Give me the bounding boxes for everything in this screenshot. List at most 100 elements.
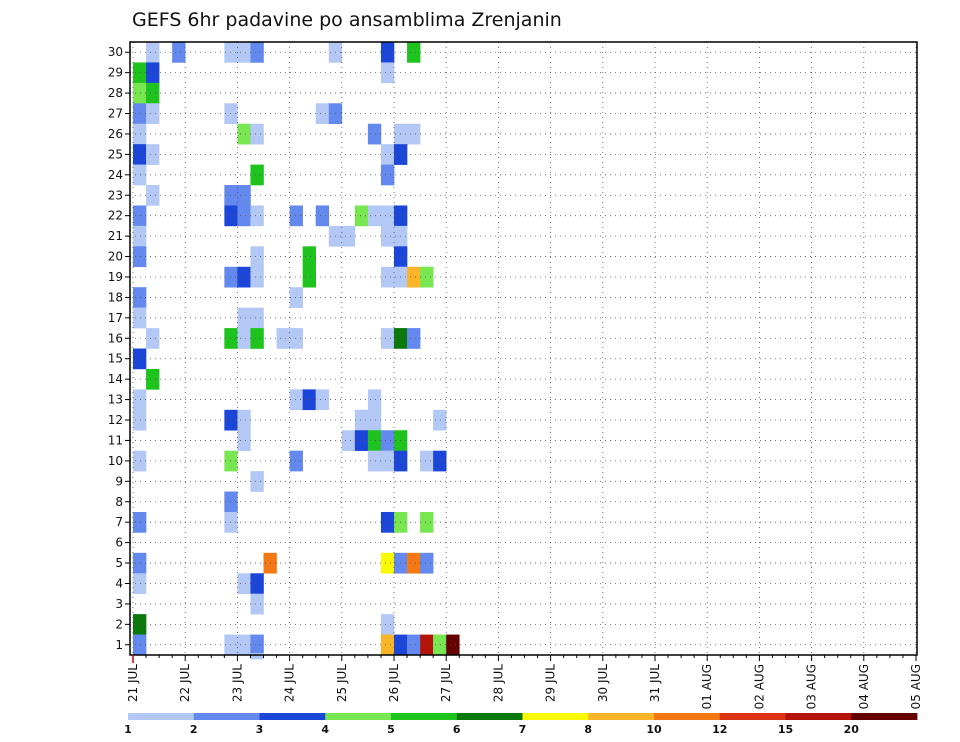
heatmap-cell-26 bbox=[380, 144, 395, 165]
heatmap-cell-90 bbox=[341, 430, 356, 451]
colorbar-label-5: 5 bbox=[387, 723, 395, 736]
colorbar-segment-7 bbox=[522, 713, 589, 720]
heatmap-cell-33 bbox=[237, 185, 251, 206]
heatmap-cell-114 bbox=[407, 552, 421, 574]
y-tick-label-24: 24 bbox=[108, 168, 123, 182]
x-tick-label-11: 01 AUG bbox=[700, 664, 714, 709]
colorbar-segment-4 bbox=[325, 713, 392, 720]
heatmap-cell-63 bbox=[289, 287, 303, 308]
heatmap-cell-68 bbox=[224, 328, 238, 349]
x-tick-label-10: 31 JUL bbox=[648, 664, 662, 702]
heatmap-cell-119 bbox=[250, 593, 264, 615]
colorbar-label-7: 7 bbox=[519, 723, 527, 736]
heatmap-cell-41 bbox=[367, 205, 382, 227]
colorbar-label-15: 15 bbox=[778, 723, 793, 736]
colorbar-segment-12 bbox=[851, 713, 918, 720]
y-tick-label-16: 16 bbox=[108, 331, 123, 345]
x-tick-label-4: 25 JUL bbox=[335, 664, 349, 702]
x-tick-label-6: 27 JUL bbox=[439, 664, 453, 702]
colorbar-segment-3 bbox=[259, 713, 326, 720]
heatmap-cell-44 bbox=[133, 225, 147, 247]
heatmap-cell-42 bbox=[380, 205, 395, 227]
y-tick-label-8: 8 bbox=[115, 495, 123, 509]
heatmap-cell-2 bbox=[224, 42, 238, 63]
x-tick-label-7: 28 JUL bbox=[491, 664, 505, 702]
chart-title: GEFS 6hr padavine po ansamblima Zrenjani… bbox=[132, 9, 562, 31]
colorbar-segment-11 bbox=[785, 713, 852, 720]
heatmap-cell-23 bbox=[407, 123, 421, 145]
y-tick-label-3: 3 bbox=[115, 597, 123, 611]
heatmap-cell-55 bbox=[250, 266, 264, 288]
heatmap-cell-1 bbox=[172, 42, 186, 63]
heatmap-cell-31 bbox=[146, 185, 160, 206]
heatmap-cell-15 bbox=[224, 103, 238, 125]
colorbar-label-3: 3 bbox=[256, 723, 264, 736]
heatmap-cell-11 bbox=[133, 82, 147, 104]
y-tick-label-29: 29 bbox=[108, 66, 123, 80]
x-tick-label-0: 21 JUL bbox=[126, 664, 140, 702]
heatmap-cell-34 bbox=[133, 205, 147, 227]
y-tick-label-28: 28 bbox=[108, 86, 123, 100]
y-tick-label-14: 14 bbox=[108, 372, 123, 386]
y-axis: 1234567891011121314151617181920212223242… bbox=[108, 45, 130, 652]
heatmap-cell-81 bbox=[315, 389, 330, 411]
plot-frame bbox=[129, 41, 918, 656]
heatmap-cell-133 bbox=[446, 634, 460, 656]
y-tick-label-11: 11 bbox=[108, 433, 123, 447]
heatmap-cell-7 bbox=[407, 42, 421, 63]
heatmap-cell-96 bbox=[224, 450, 238, 472]
heatmap-cell-130 bbox=[420, 634, 434, 656]
y-tick-label-25: 25 bbox=[108, 147, 123, 161]
colorbar-segment-8 bbox=[588, 713, 655, 720]
heatmap-cell-18 bbox=[133, 123, 147, 145]
heatmap-cell-66 bbox=[250, 307, 264, 329]
y-tick-label-12: 12 bbox=[108, 413, 123, 427]
heatmap-cell-16 bbox=[315, 103, 330, 125]
colorbar-segment-6 bbox=[456, 713, 523, 720]
y-tick-label-1: 1 bbox=[115, 638, 123, 652]
heatmap-cell-24 bbox=[133, 144, 147, 165]
heatmap-cell-120 bbox=[133, 614, 147, 635]
y-tick-label-27: 27 bbox=[108, 107, 123, 121]
heatmap-cell-37 bbox=[250, 205, 264, 227]
x-tick-label-15: 05 AUG bbox=[909, 664, 923, 709]
heatmap-cell-107 bbox=[380, 511, 395, 533]
colorbar-label-2: 2 bbox=[190, 723, 198, 736]
colorbar-segment-1 bbox=[128, 713, 195, 720]
colorbar-segment-5 bbox=[391, 713, 458, 720]
heatmap-cell-125 bbox=[250, 634, 264, 656]
x-tick-label-1: 22 JUL bbox=[178, 664, 192, 702]
heatmap-cell-99 bbox=[380, 450, 395, 472]
heatmap-cell-95 bbox=[133, 450, 147, 472]
heatmap-cell-115 bbox=[420, 552, 434, 574]
heatmap-cell-76 bbox=[133, 348, 147, 370]
colorbar-label-1: 1 bbox=[124, 723, 132, 736]
y-tick-label-5: 5 bbox=[115, 556, 123, 570]
heatmap-cell-123 bbox=[224, 634, 238, 656]
y-tick-label-23: 23 bbox=[108, 188, 123, 202]
heatmap-cell-122 bbox=[133, 634, 147, 656]
colorbar-label-8: 8 bbox=[584, 723, 592, 736]
x-tick-label-9: 30 JUL bbox=[596, 664, 610, 702]
y-tick-label-19: 19 bbox=[108, 270, 123, 284]
heatmap-cell-0 bbox=[146, 42, 160, 63]
heatmap-cell-82 bbox=[367, 389, 382, 411]
colorbar-segment-10 bbox=[719, 713, 786, 720]
y-tick-label-13: 13 bbox=[108, 393, 123, 407]
heatmap-cell-20 bbox=[250, 123, 264, 145]
heatmap-cell-65 bbox=[237, 307, 251, 329]
heatmap-cell-56 bbox=[302, 266, 316, 288]
heatmap-cell-91 bbox=[354, 430, 369, 451]
heatmap-cell-116 bbox=[133, 573, 147, 594]
y-tick-label-10: 10 bbox=[108, 454, 123, 468]
heatmap-cell-118 bbox=[250, 573, 264, 594]
heatmap-cell-25 bbox=[146, 144, 160, 165]
grid-lines bbox=[130, 42, 917, 655]
heatmap-cell-8 bbox=[133, 62, 147, 84]
y-tick-label-30: 30 bbox=[108, 45, 123, 59]
x-tick-label-3: 24 JUL bbox=[283, 664, 297, 702]
y-tick-label-21: 21 bbox=[108, 229, 123, 243]
y-tick-label-22: 22 bbox=[108, 209, 123, 223]
heatmap-cell-21 bbox=[367, 123, 382, 145]
